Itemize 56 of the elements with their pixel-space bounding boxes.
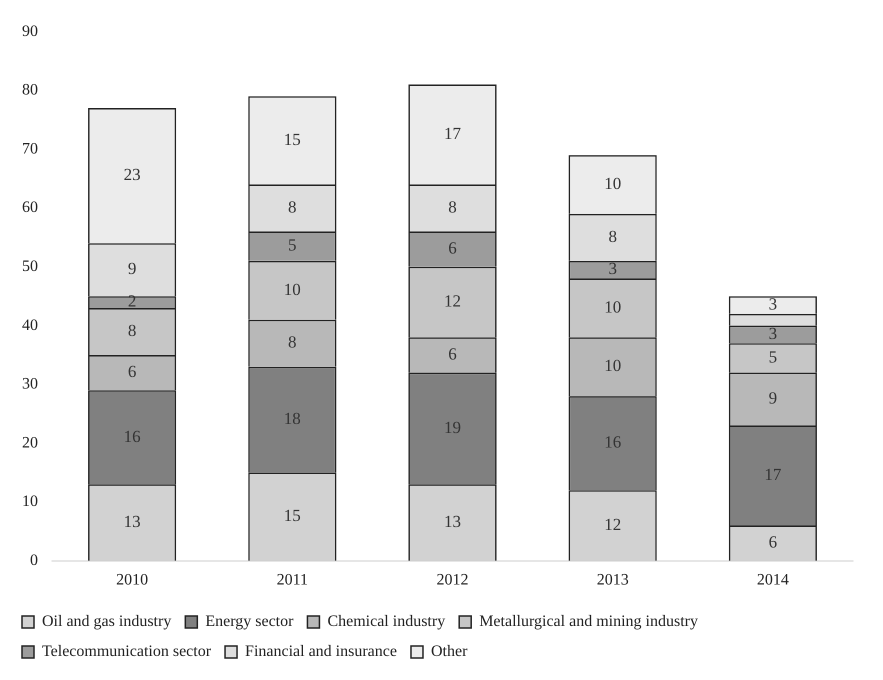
data-label: 10 (604, 297, 622, 316)
data-label: 13 (124, 512, 141, 532)
data-label: 5 (768, 347, 778, 366)
legend-label: Other (430, 643, 468, 660)
y-tick-label: 10 (22, 493, 38, 510)
data-label: 15 (284, 130, 301, 149)
data-label: 12 (444, 292, 461, 311)
data-label: 3 (768, 294, 778, 314)
y-tick-label: 0 (30, 552, 38, 570)
data-label: 2 (128, 292, 136, 311)
data-label: 10 (604, 174, 622, 193)
x-tick-label: 2014 (756, 572, 789, 589)
y-tick-label: 90 (22, 22, 38, 40)
data-label: 8 (608, 226, 617, 246)
data-label: 6 (448, 238, 457, 258)
data-label: 17 (764, 465, 782, 484)
data-label: 3 (608, 259, 617, 278)
data-label: 23 (124, 165, 141, 184)
y-tick-label: 60 (22, 199, 38, 216)
data-label: 16 (124, 426, 141, 446)
data-label: 13 (444, 512, 461, 532)
data-label: 8 (288, 332, 297, 352)
data-label: 5 (288, 236, 297, 255)
data-label: 17 (444, 124, 462, 143)
legend-label: Chemical industry (327, 613, 446, 630)
y-tick-label: 40 (22, 316, 38, 334)
legend-label: Telecommunication sector (42, 643, 212, 660)
y-tick-label: 80 (22, 82, 38, 99)
legend-label: Oil and gas industry (42, 613, 172, 630)
data-label: 12 (604, 514, 622, 534)
data-label: 9 (128, 259, 136, 278)
data-label: 10 (284, 280, 301, 299)
x-tick-label: 2011 (276, 572, 308, 589)
data-label: 16 (604, 432, 622, 452)
x-tick-label: 2013 (596, 572, 629, 589)
x-tick-label: 2010 (116, 572, 148, 589)
data-label: 6 (448, 344, 457, 364)
data-label: 10 (604, 356, 622, 376)
y-tick-label: 20 (22, 434, 38, 452)
data-label: 18 (284, 409, 301, 428)
data-label: 15 (284, 506, 301, 526)
data-label: 6 (768, 532, 778, 552)
data-label: 8 (448, 197, 457, 216)
x-tick-label: 2012 (436, 572, 468, 589)
data-label: 6 (128, 362, 136, 382)
data-label: 19 (444, 418, 461, 437)
y-tick-label: 30 (22, 376, 38, 393)
data-label: 8 (128, 320, 136, 340)
legend-label: Metallurgical and mining industry (479, 613, 698, 630)
data-label: 8 (288, 197, 297, 216)
data-label: 9 (768, 388, 778, 408)
y-tick-label: 70 (22, 140, 38, 158)
y-tick-label: 50 (22, 258, 38, 276)
legend-label: Financial and insurance (245, 643, 397, 660)
legend-label: Energy sector (205, 613, 294, 630)
data-label: 3 (768, 324, 778, 343)
